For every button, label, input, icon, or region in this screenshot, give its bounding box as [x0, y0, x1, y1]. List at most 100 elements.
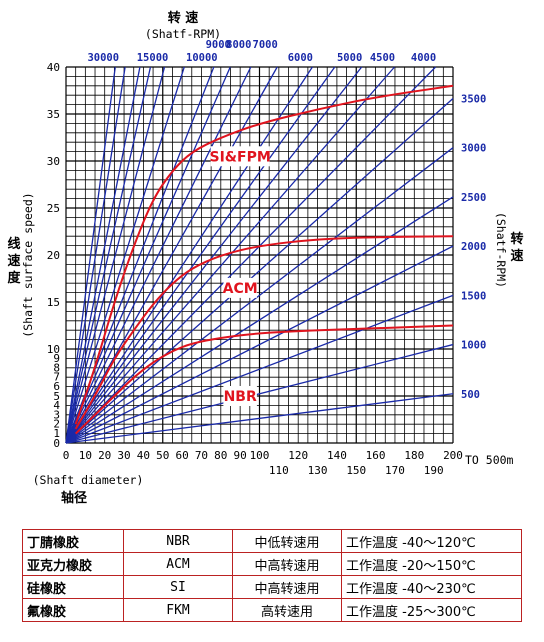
rpm-top-label: 5000 — [337, 52, 362, 64]
zh-char: 度 — [7, 270, 21, 286]
curve-tag-label: SI&FPM — [210, 149, 271, 165]
curve-nbr — [74, 324, 454, 435]
material-code: ACM — [123, 552, 233, 576]
x-tick-label: 60 — [175, 449, 188, 462]
spec-row: 氟橡胶 FKM 高转速用 工作温度 -25～300℃ — [22, 598, 522, 622]
y-tick-label: 10 — [47, 343, 60, 356]
curve-tag-label: ACM — [223, 281, 258, 297]
y-tick-label: 40 — [47, 61, 60, 74]
limit-curves: SI&FPM ACM NBR — [74, 84, 454, 435]
x-tick-label: 100 — [250, 449, 270, 462]
rpm-line-1000 — [65, 343, 454, 444]
x-tick-label: 200 — [443, 449, 463, 462]
rpm-right-label: 2500 — [461, 192, 486, 204]
material-code: SI — [123, 575, 233, 599]
working-temp: 工作温度 -20～150℃ — [341, 552, 522, 576]
curve-tag-label: NBR — [224, 389, 257, 405]
right-title-en: (Shatf-RPM) — [494, 212, 508, 288]
rpm-line-5000 — [65, 66, 363, 444]
x-tick-label: 130 — [308, 464, 328, 477]
working-temp: 工作温度 -40～230℃ — [341, 575, 522, 599]
y-tick-label: 8 — [53, 361, 60, 374]
rpm-top-label: 4500 — [370, 52, 395, 64]
x-tick-label: 140 — [327, 449, 347, 462]
curve-tag-bg — [223, 277, 257, 298]
x-tick-label: 170 — [385, 464, 405, 477]
y-tick-label: 4 — [53, 399, 60, 412]
rpm-line-1500 — [65, 294, 454, 444]
rpm-top-label: 6000 — [288, 52, 313, 64]
x-tick-label: 150 — [346, 464, 366, 477]
y-tick-label: 3 — [53, 408, 60, 421]
rpm-line-6000 — [65, 66, 313, 444]
rpm-right-label: 500 — [461, 389, 480, 401]
x-tick-label: 0 — [63, 449, 70, 462]
rpm-line-25000 — [65, 66, 126, 444]
y-tick-label: 9 — [53, 352, 60, 365]
working-temp: 工作温度 -40～120℃ — [341, 529, 522, 553]
curve-tag-bg — [210, 146, 270, 167]
material-name: 氟橡胶 — [22, 598, 124, 622]
rpm-line-500 — [65, 393, 454, 444]
rpm-right-label: 1000 — [461, 340, 486, 352]
y-tick-label: 0 — [53, 437, 60, 450]
rpm-right-label: 1500 — [461, 290, 486, 302]
rpm-top-label: 15000 — [137, 52, 169, 64]
curve-tag-bg — [223, 386, 257, 406]
bottom-title-en: (Shaft diameter) — [33, 473, 144, 487]
rpm-line-30000 — [65, 66, 116, 444]
x-tick-label: 120 — [288, 449, 308, 462]
zh-char: 转 — [510, 231, 523, 247]
x-tick-label: 90 — [234, 449, 247, 462]
y-tick-label: 30 — [47, 155, 60, 168]
top-title-en: (Shatf-RPM) — [145, 27, 221, 41]
x-tick-label: 180 — [404, 449, 424, 462]
rpm-top-label: 9000 — [206, 39, 231, 51]
x-tick-label: 160 — [366, 449, 386, 462]
speed-use: 高转速用 — [232, 598, 342, 622]
x-tick-label: 10 — [79, 449, 92, 462]
spec-row: 硅橡胶 SI 中高转速用 工作温度 -40～230℃ — [22, 575, 522, 599]
rpm-top-label: 30000 — [87, 52, 119, 64]
rpm-line-3500 — [65, 97, 454, 444]
material-name: 丁腈橡胶 — [22, 529, 124, 553]
left-title-en: (Shaft surface speed) — [21, 192, 35, 337]
rpm-line-3000 — [65, 147, 454, 444]
rpm-line-12500 — [65, 66, 185, 444]
rpm-line-20000 — [65, 66, 141, 444]
x-tick-label: 30 — [117, 449, 130, 462]
chart-grid — [65, 66, 454, 444]
y-tick-label: 7 — [53, 371, 60, 384]
material-code: FKM — [123, 598, 233, 622]
speed-use: 中高转速用 — [232, 575, 342, 599]
right-title-zh: 转速 — [510, 231, 523, 264]
rpm-line-8000 — [65, 66, 252, 444]
top-title-zh: 转 速 — [168, 10, 199, 26]
y-tick-label: 1 — [53, 427, 60, 440]
y-tick-label: 35 — [47, 108, 60, 121]
x-tick-label: 80 — [214, 449, 227, 462]
spec-row: 亚克力橡胶 ACM 中高转速用 工作温度 -20～150℃ — [22, 552, 522, 576]
zh-char: 速 — [510, 248, 523, 264]
rpm-top-label: 4000 — [411, 52, 436, 64]
rpm-line-4000 — [65, 66, 437, 444]
rpm-line-5500 — [65, 66, 336, 444]
rpm-top-label: 10000 — [186, 52, 218, 64]
x-tick-label: 50 — [156, 449, 169, 462]
rpm-right-label: 3500 — [461, 93, 486, 105]
speed-use: 中低转速用 — [232, 529, 342, 553]
y-tick-label: 5 — [53, 390, 60, 403]
rpm-line-17500 — [65, 66, 152, 444]
y-tick-label: 2 — [53, 418, 60, 431]
rpm-line-9000 — [65, 66, 231, 444]
x-tick-label: 20 — [98, 449, 111, 462]
y-tick-label: 20 — [47, 249, 60, 262]
rpm-top-label: 7000 — [253, 39, 278, 51]
x-tick-label: 40 — [137, 449, 150, 462]
material-name: 亚克力橡胶 — [22, 552, 124, 576]
zh-char: 线 — [7, 236, 20, 252]
y-tick-label: 25 — [47, 202, 60, 215]
working-temp: 工作温度 -25～300℃ — [341, 598, 522, 622]
curve-sifpm — [74, 84, 454, 425]
